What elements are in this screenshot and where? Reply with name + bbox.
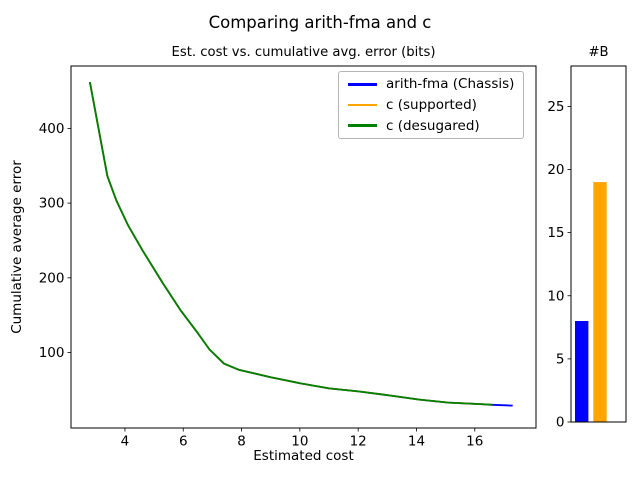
legend-entry-c-supported: c (supported) — [339, 97, 523, 113]
y-tick-label: 25 — [547, 99, 564, 115]
legend-line-swatch-orange-icon — [348, 103, 377, 107]
x-tick-label: 8 — [237, 434, 246, 450]
x-tick-label: 4 — [121, 434, 130, 450]
legend-entry-c-desugared: c (desugared) — [339, 118, 523, 134]
y-tick-label: 200 — [39, 270, 65, 286]
legend-line-swatch-blue-icon — [348, 83, 377, 86]
x-tick-label: 12 — [350, 434, 367, 450]
figure-title: Comparing arith-fma and c — [208, 13, 432, 32]
x-tick-label: 10 — [291, 434, 308, 450]
right-plot-title: #B — [588, 45, 609, 60]
bar-arith-fma-chassis- — [575, 321, 589, 422]
series-line-c-desugared- — [89, 81, 493, 406]
y-tick-label: 100 — [39, 345, 65, 361]
y-tick-label: 20 — [547, 162, 564, 178]
y-tick-label: 400 — [39, 121, 65, 137]
bar-c-supported- — [593, 182, 607, 422]
y-tick-label: 300 — [39, 196, 65, 212]
y-tick-label: 0 — [556, 415, 565, 431]
legend-label: arith-fma (Chassis) — [386, 76, 515, 93]
legend-entry-arith-fma: arith-fma (Chassis) — [339, 76, 523, 92]
right-plot-frame — [570, 65, 627, 423]
y-tick-label: 10 — [547, 288, 564, 304]
legend: arith-fma (Chassis) c (supported) c (des… — [338, 71, 524, 139]
y-tick-label: 5 — [556, 351, 565, 367]
left-plot-frame — [70, 65, 537, 429]
x-tick-label: 16 — [466, 434, 483, 450]
y-tick-label: 15 — [547, 225, 564, 241]
legend-line-swatch-green-icon — [348, 124, 377, 127]
legend-label: c (desugared) — [386, 117, 480, 134]
x-tick-label: 14 — [408, 434, 425, 450]
left-plot-xlabel: Estimated cost — [253, 448, 354, 464]
x-tick-label: 6 — [179, 434, 188, 450]
left-plot-title: Est. cost vs. cumulative avg. error (bit… — [171, 45, 436, 60]
legend-label: c (supported) — [386, 96, 477, 113]
